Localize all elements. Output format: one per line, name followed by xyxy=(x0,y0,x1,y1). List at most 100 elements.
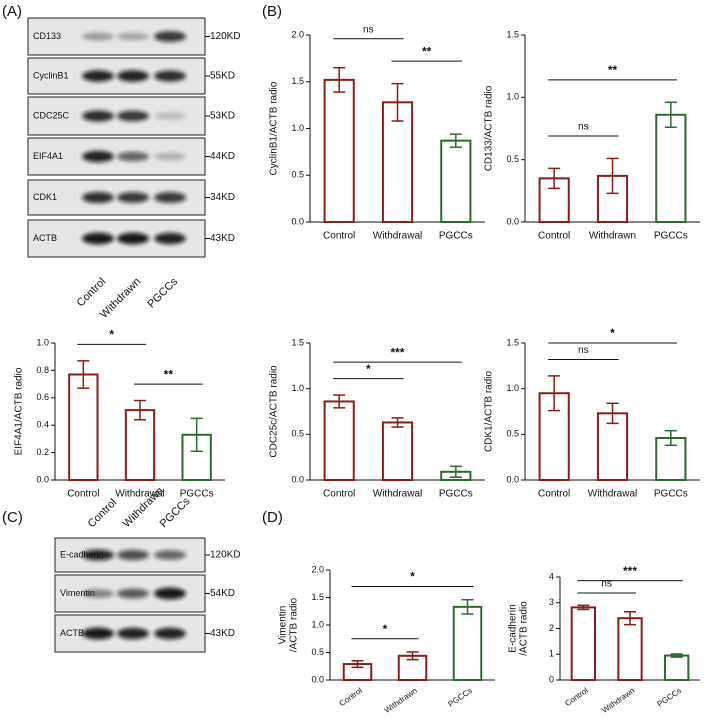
protein-label: Vimentin xyxy=(60,588,95,598)
panel-label: (A) xyxy=(2,3,22,20)
y-tick-label: 0.0 xyxy=(506,474,519,484)
size-label: 34KD xyxy=(210,192,235,203)
bar xyxy=(68,373,99,482)
panel-label: (D) xyxy=(262,509,283,526)
x-tick-label: Control xyxy=(338,686,364,708)
y-tick-label: 0.0 xyxy=(291,474,304,484)
size-label: 120KD xyxy=(210,550,241,561)
significance-label: ** xyxy=(422,44,432,58)
bar xyxy=(617,617,643,682)
bar xyxy=(570,606,597,682)
y-tick-label: 4 xyxy=(549,571,554,581)
y-tick-label: 0.5 xyxy=(506,429,519,439)
y-tick-label: 0.5 xyxy=(291,170,304,180)
blot-band xyxy=(82,191,114,204)
protein-label: CDC25C xyxy=(33,110,70,120)
blot-band xyxy=(117,110,149,122)
y-tick-label: 1.0 xyxy=(311,619,324,629)
x-tick-label: Control xyxy=(323,231,355,242)
significance-label: ns xyxy=(601,579,612,590)
bar xyxy=(664,654,690,681)
y-tick-label: 0.0 xyxy=(291,216,304,226)
y-axis-label: /ACTB radio xyxy=(519,601,530,656)
y-tick-label: 0.0 xyxy=(36,474,49,484)
size-label: 55KD xyxy=(210,71,235,82)
x-tick-label: Control xyxy=(538,489,570,500)
bar xyxy=(381,421,414,481)
blot-band xyxy=(117,32,149,41)
bar xyxy=(124,409,156,482)
blot-band xyxy=(82,232,114,245)
blot-band xyxy=(154,152,186,161)
x-tick-label: Withdrawal xyxy=(115,489,164,500)
y-tick-label: 1.5 xyxy=(291,76,304,86)
x-tick-label: PGCCs xyxy=(656,686,683,709)
blot-band xyxy=(82,70,114,82)
y-axis-label: EIF4A1/ACTB radio xyxy=(14,367,25,455)
significance-label: *** xyxy=(390,345,404,359)
significance-label: * xyxy=(366,362,371,376)
bar xyxy=(440,139,472,223)
x-tick-label: PGCCs xyxy=(654,489,688,500)
protein-label: ACTB xyxy=(33,233,57,243)
x-tick-label: PGCCs xyxy=(180,489,214,500)
significance-label: *** xyxy=(623,564,637,578)
size-label: 43KD xyxy=(210,628,235,639)
blot-band xyxy=(82,110,114,122)
y-tick-label: 0 xyxy=(549,674,554,684)
protein-label: CDK1 xyxy=(33,192,57,202)
x-tick-label: Control xyxy=(67,489,99,500)
protein-label: ACTB xyxy=(60,628,84,638)
lane-label: Control xyxy=(86,497,120,531)
panel-label: (B) xyxy=(262,3,282,20)
y-tick-label: 1 xyxy=(549,649,554,659)
blot-band xyxy=(117,627,149,640)
lane-label: PGCCs xyxy=(158,495,193,530)
x-tick-label: Withdrawal xyxy=(373,489,422,500)
y-axis-label: /ACTB radio xyxy=(289,597,300,652)
blot-band xyxy=(154,31,186,42)
blot-band xyxy=(117,192,149,203)
significance-label: * xyxy=(410,570,415,584)
x-tick-label: Withdrawn xyxy=(589,231,636,242)
significance-label: ns xyxy=(578,122,589,133)
size-label: 44KD xyxy=(210,151,235,162)
y-tick-label: 1.5 xyxy=(291,337,304,347)
significance-label: ** xyxy=(608,63,618,77)
size-label: 120KD xyxy=(210,31,241,42)
size-label: 43KD xyxy=(210,233,235,244)
bar xyxy=(323,400,355,482)
significance-label: * xyxy=(610,326,615,340)
protein-label: EIF4A1 xyxy=(33,151,63,161)
y-tick-label: 2.0 xyxy=(291,29,304,39)
blot-band xyxy=(117,232,149,245)
y-tick-label: 0.0 xyxy=(311,674,324,684)
y-tick-label: 0.5 xyxy=(506,154,519,164)
size-label: 53KD xyxy=(210,111,235,122)
x-tick-label: PGCCs xyxy=(446,686,473,709)
blot-band xyxy=(154,70,186,82)
x-tick-label: Control xyxy=(323,489,355,500)
blot-band xyxy=(82,589,114,598)
x-tick-label: Control xyxy=(563,686,589,708)
y-axis-label: Vimentin xyxy=(278,606,289,645)
significance-label: ns xyxy=(578,345,589,356)
blot-band xyxy=(154,192,186,203)
protein-label: CyclinB1 xyxy=(33,70,69,80)
y-axis-label: CyclinB1/ACTB radio xyxy=(269,81,280,175)
y-tick-label: 1.0 xyxy=(506,92,519,102)
y-tick-label: 0.8 xyxy=(36,365,49,375)
blot-band xyxy=(117,549,149,561)
significance-label: * xyxy=(109,328,114,342)
y-tick-label: 1.0 xyxy=(291,123,304,133)
blot-band xyxy=(154,627,186,640)
y-tick-label: 2 xyxy=(549,623,554,633)
size-label: 54KD xyxy=(210,588,235,599)
y-tick-label: 0.5 xyxy=(311,647,324,657)
y-axis-label: CDK1/ACTB radio xyxy=(484,370,495,452)
blot-band xyxy=(154,550,186,560)
blot-band xyxy=(117,151,149,162)
x-tick-label: Withdrawn xyxy=(383,686,419,715)
blot-band xyxy=(82,627,114,640)
